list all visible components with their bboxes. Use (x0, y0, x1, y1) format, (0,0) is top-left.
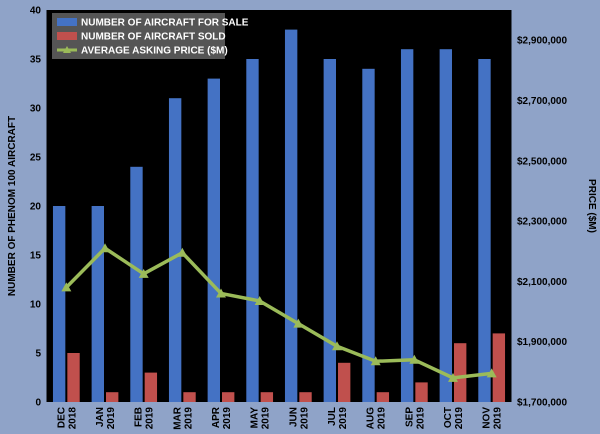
x-tick-label: MAY2019 (250, 407, 272, 430)
right-tick-label: $2,100,000 (517, 277, 567, 288)
price-point (100, 243, 110, 253)
left-tick-label: 0 (35, 398, 41, 409)
bar-for-sale (323, 59, 336, 402)
bar-sold (67, 353, 80, 402)
bar-for-sale (130, 166, 143, 402)
legend-swatch (57, 32, 77, 40)
left-axis-title: NUMBER OF PHENOM 100 AIRCRAFT (7, 116, 18, 296)
bar-for-sale (284, 29, 298, 402)
legend-marker (63, 46, 71, 53)
x-tick-label: APR2019 (211, 406, 233, 429)
bar-for-sale (478, 59, 491, 402)
bar-for-sale (91, 206, 104, 402)
price-line-path (65, 246, 492, 380)
left-tick-label: 10 (30, 300, 42, 311)
left-tick-label: 25 (30, 153, 42, 164)
price-point (216, 288, 226, 298)
x-tick-label: DEC2018 (56, 407, 78, 430)
price-point (293, 318, 304, 328)
bar-for-sale (439, 49, 452, 402)
bar-sold (376, 392, 390, 402)
x-axis-ticks: DEC2018 JAN2019 FEB2019 MAR2019 APR2019 MAY20… (56, 406, 503, 430)
legend: NUMBER OF AIRCRAFT FOR SALE NUMBER OF AIR… (52, 13, 249, 59)
price-point (370, 356, 381, 366)
x-tick-label: JUN2019 (288, 407, 310, 430)
right-tick-label: $2,300,000 (517, 217, 567, 228)
price-point (254, 295, 265, 305)
bar-sold (222, 392, 235, 402)
right-tick-label: $1,700,000 (517, 398, 567, 409)
x-tick-label: JUL2019 (327, 407, 349, 430)
plot-area (47, 10, 511, 402)
right-tick-label: $2,700,000 (517, 96, 567, 107)
left-tick-label: 35 (30, 55, 42, 66)
left-axis-ticks: 0 5 10 15 20 25 30 35 40 (30, 6, 42, 409)
price-point (409, 354, 420, 364)
x-tick-label: OCT2019 (443, 407, 465, 430)
x-tick-label: AUG2019 (366, 407, 388, 430)
for-sale-bars (52, 29, 491, 403)
right-axis-ticks: $1,700,000 $1,900,000 $2,100,000 $2,300,000… (517, 36, 567, 409)
price-line (61, 243, 497, 382)
left-tick-label: 40 (30, 6, 42, 17)
bar-sold (415, 382, 428, 402)
bar-for-sale (207, 78, 220, 402)
left-tick-label: 15 (30, 251, 42, 262)
price-point (138, 268, 149, 278)
price-point (177, 247, 188, 257)
right-axis-title: PRICE ($M) (586, 179, 597, 233)
bar-sold (144, 372, 158, 402)
bar-sold (260, 392, 274, 402)
x-tick-label: MAR2019 (172, 406, 194, 430)
price-point (448, 372, 458, 382)
bar-for-sale (52, 206, 66, 402)
x-tick-label: SEP2019 (404, 407, 426, 430)
bar-sold (299, 392, 312, 402)
left-tick-label: 30 (30, 104, 42, 115)
right-tick-label: $1,900,000 (517, 337, 567, 348)
bar-for-sale (246, 59, 259, 402)
right-tick-label: $2,900,000 (517, 36, 567, 47)
bar-sold (106, 392, 119, 402)
legend-swatch (57, 18, 77, 26)
bar-for-sale (168, 98, 182, 402)
left-tick-label: 5 (35, 349, 41, 360)
bar-for-sale (362, 68, 375, 403)
x-tick-label: FEB2019 (134, 407, 156, 430)
price-point (486, 368, 497, 378)
legend-box (52, 13, 225, 59)
x-tick-label: NOV2019 (482, 407, 504, 430)
bar-for-sale (400, 49, 414, 402)
price-point (332, 341, 342, 351)
sold-bars (67, 333, 506, 402)
x-tick-label: JAN2019 (95, 407, 117, 430)
legend-label: NUMBER OF AIRCRAFT FOR SALE (81, 18, 249, 29)
legend-label: NUMBER OF AIRCRAFT SOLD (81, 32, 226, 43)
bar-sold (454, 343, 467, 402)
legend-label: AVERAGE ASKING PRICE ($M) (81, 46, 228, 57)
right-tick-label: $2,500,000 (517, 156, 567, 167)
bar-sold (492, 333, 506, 402)
price-point (61, 282, 72, 292)
left-tick-label: 20 (30, 202, 42, 213)
bar-sold (183, 392, 196, 402)
bar-sold (338, 362, 351, 402)
